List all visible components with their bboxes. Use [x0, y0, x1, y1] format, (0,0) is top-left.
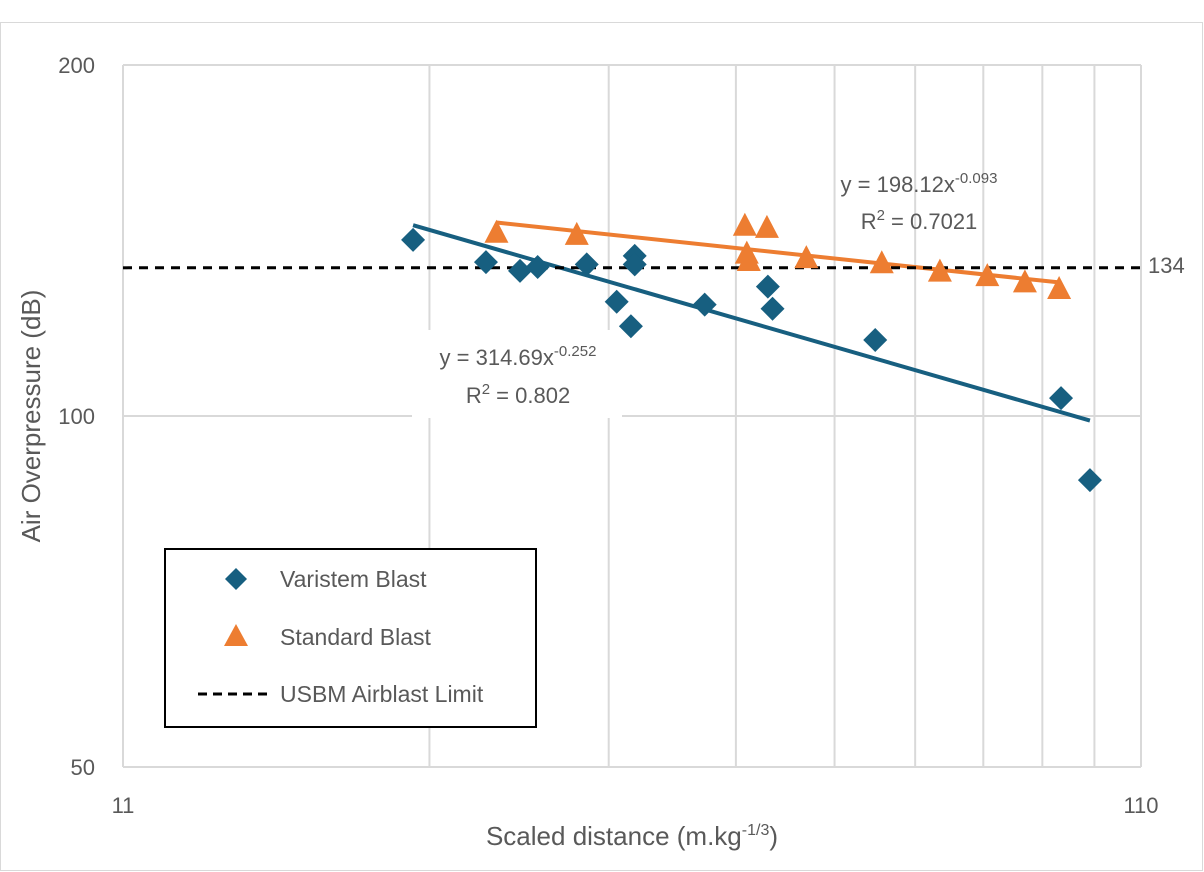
x-axis-title: Scaled distance (m.kg-1/3) — [486, 821, 778, 851]
varistem-equation: y = 314.69x-0.252 — [440, 343, 597, 370]
standard-point — [927, 258, 952, 282]
x-tick-110: 110 — [1123, 793, 1158, 818]
varistem-point — [401, 227, 426, 252]
standard-point — [484, 219, 509, 243]
usbm-limit-label: 134 — [1148, 253, 1185, 278]
standard-equation: y = 198.12x-0.093 — [841, 170, 998, 197]
varistem-point — [622, 252, 647, 277]
varistem-point — [760, 296, 785, 321]
y-tick-200: 200 — [58, 53, 95, 78]
standard-point — [732, 212, 757, 236]
standard-point — [975, 263, 1000, 287]
varistem-point — [1077, 468, 1102, 493]
y-tick-50: 50 — [71, 755, 95, 780]
standard-point — [564, 221, 589, 245]
varistem-r2: R2 = 0.802 — [466, 381, 570, 408]
varistem-point — [863, 327, 888, 352]
varistem-equation-bg — [412, 330, 622, 418]
varistem-point — [1049, 386, 1074, 411]
standard-point — [794, 245, 819, 269]
data-points — [401, 212, 1102, 493]
standard-r2: R2 = 0.7021 — [861, 207, 978, 234]
varistem-point — [604, 289, 629, 314]
varistem-point — [473, 250, 498, 275]
legend: Varistem Blast Standard Blast USBM Airbl… — [164, 548, 537, 728]
y-axis-title: Air Overpressure (dB) — [16, 290, 46, 543]
varistem-point — [507, 258, 532, 283]
legend-label-standard: Standard Blast — [280, 624, 431, 650]
varistem-point — [692, 292, 717, 317]
trendlines — [412, 220, 1091, 423]
varistem-point — [618, 314, 643, 339]
legend-label-varistem: Varistem Blast — [280, 566, 427, 592]
standard-point — [1012, 269, 1037, 293]
varistem-point — [755, 274, 780, 299]
standard-trendline — [496, 220, 1060, 285]
standard-point — [736, 248, 761, 272]
legend-diamond-icon — [225, 568, 247, 590]
y-tick-100: 100 — [58, 404, 95, 429]
legend-triangle-icon — [224, 624, 248, 646]
x-tick-11: 11 — [112, 793, 135, 818]
gridlines — [122, 64, 1142, 768]
varistem-point — [574, 252, 599, 277]
varistem-trendline — [412, 223, 1091, 423]
varistem-point — [525, 255, 550, 280]
standard-point — [754, 214, 779, 238]
standard-point — [869, 250, 894, 274]
legend-label-usbm: USBM Airblast Limit — [280, 681, 484, 707]
chart-frame — [0, 22, 1203, 871]
standard-point — [1047, 276, 1072, 300]
